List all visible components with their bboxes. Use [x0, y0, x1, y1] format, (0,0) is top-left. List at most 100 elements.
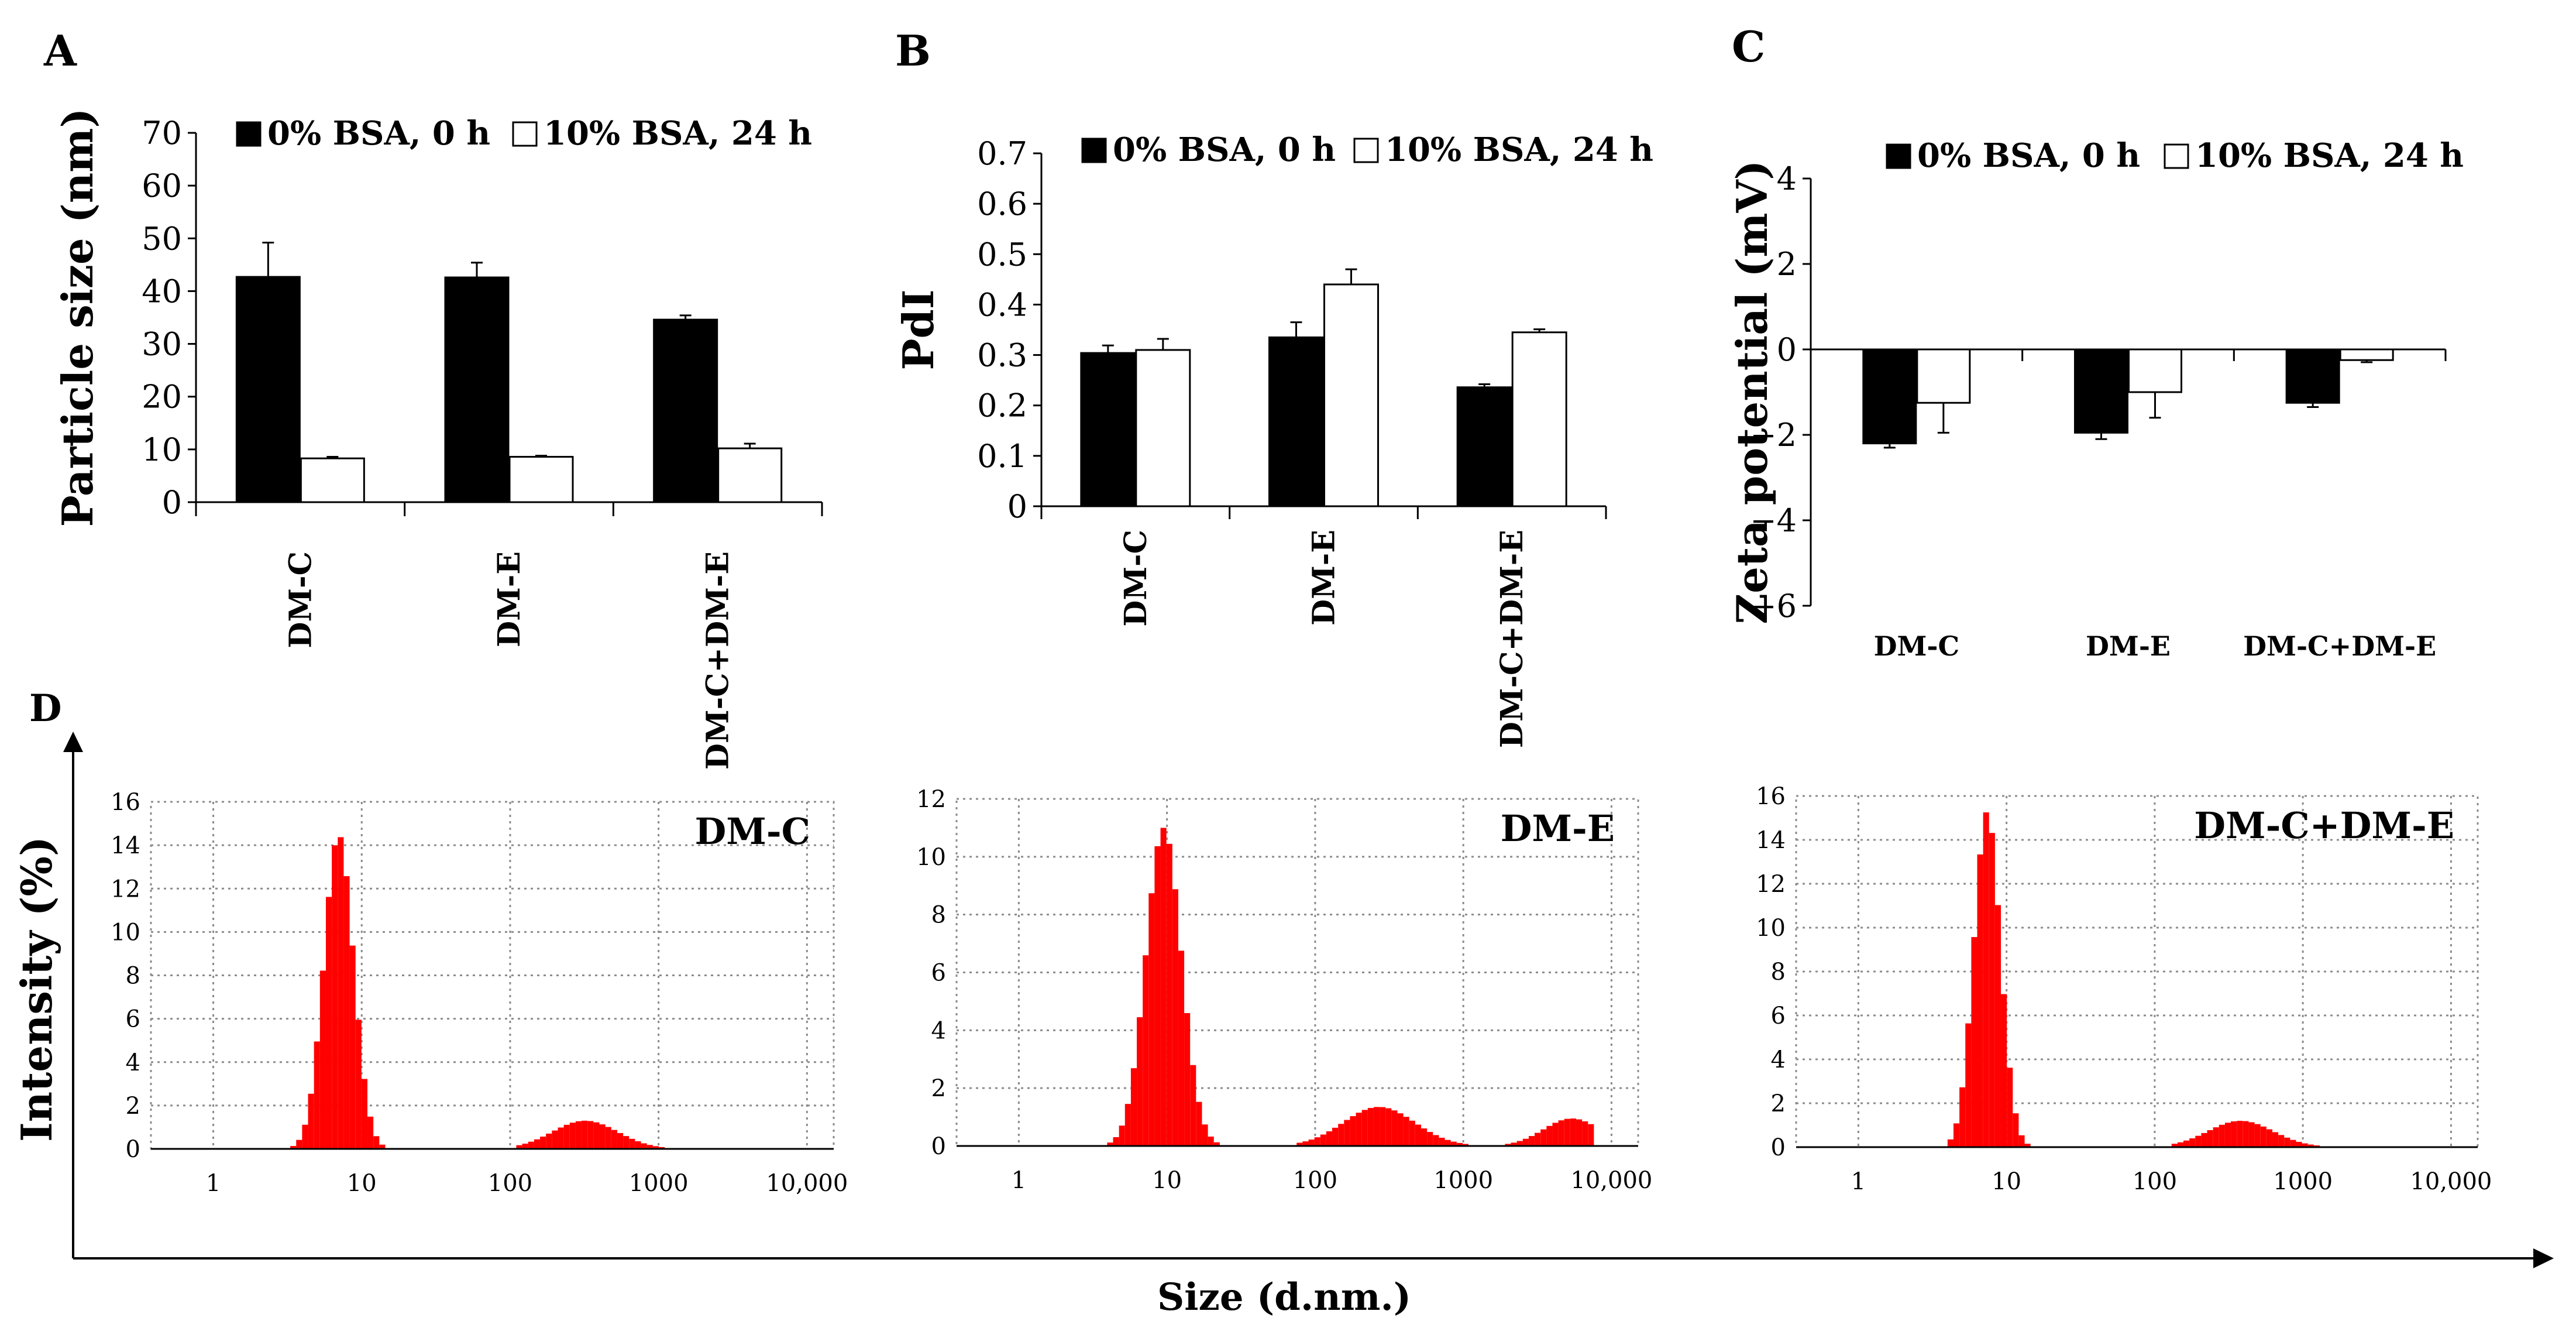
y-tick-label: 2	[1771, 1090, 1786, 1117]
histogram-bin	[641, 1143, 647, 1149]
histogram-bin	[1564, 1118, 1570, 1146]
histogram-bin	[1326, 1131, 1333, 1146]
x-tick-label: 10	[347, 1170, 377, 1197]
y-tick-label: 2	[931, 1075, 946, 1102]
x-tick-label: 100	[2133, 1168, 2177, 1195]
bar-10pct-bsa	[300, 457, 365, 503]
histogram-bin	[1540, 1129, 1547, 1146]
histogram-bin	[1113, 1137, 1119, 1146]
histogram-bin	[1588, 1124, 1594, 1146]
y-tick-label: 4	[931, 1017, 946, 1044]
y-tick-label: 12	[916, 786, 946, 813]
histogram-bin	[516, 1145, 522, 1149]
histogram-bin	[1450, 1141, 1457, 1146]
histogram-bin	[599, 1124, 606, 1149]
histogram-bin	[2007, 1068, 2013, 1147]
y-tick-label: −4	[1750, 502, 1797, 539]
y-tick-label: 20	[142, 379, 182, 416]
y-tick-label: 8	[126, 963, 140, 990]
legend-swatch-black	[1081, 138, 1107, 163]
histogram-bin	[1385, 1108, 1392, 1146]
histogram-bin	[1535, 1132, 1541, 1146]
x-tick-label: 100	[1293, 1167, 1337, 1194]
y-tick-label: 2	[1777, 246, 1797, 283]
histogram-bin	[2278, 1135, 2285, 1147]
x-tick-label: 10,000	[766, 1170, 848, 1197]
x-tick-label: 100	[488, 1170, 532, 1197]
histogram-bin	[617, 1132, 624, 1149]
legend-label: 0% BSA, 0 h	[1917, 136, 2140, 175]
histogram-bin	[296, 1140, 302, 1149]
histogram-bin	[332, 845, 338, 1149]
bar-0pct-bsa	[444, 276, 510, 503]
histogram-bin	[1137, 1017, 1143, 1146]
histogram-bin	[1148, 893, 1155, 1146]
histogram-bin	[1582, 1121, 1588, 1146]
histogram-bin	[325, 897, 332, 1149]
y-axis-arrowhead	[63, 732, 83, 752]
legend-label: 0% BSA, 0 h	[267, 114, 490, 153]
histogram-bin	[2171, 1144, 2178, 1147]
bar-10pct-bsa	[1323, 283, 1379, 507]
histogram-bin	[522, 1144, 528, 1149]
y-tick-label: 8	[931, 902, 946, 929]
bar-0pct-bsa	[1080, 352, 1136, 507]
panel-letter: A	[43, 26, 77, 75]
x-category-label: DM-C+DM-E	[2243, 630, 2436, 662]
histogram-bin	[338, 837, 344, 1149]
y-tick-label: 0	[162, 484, 182, 521]
y-tick-label: 4	[126, 1049, 140, 1076]
histogram-bin	[552, 1130, 558, 1149]
histogram-bin	[1558, 1120, 1564, 1146]
panel-b: B 0 0.1 0.2 0.3 0.4 0.5 0.6 0.7 PdI DM-C DM-E DM-C+D…	[893, 26, 1653, 748]
plot-title: DM-C+DM-E	[2194, 804, 2454, 847]
panel-a: A 0 10 20 30 40 50 60 70 Particle size (nm) DM-C DM…	[43, 26, 823, 770]
histogram-bin	[1296, 1142, 1303, 1146]
plot-frame	[1795, 795, 2479, 1148]
histogram-bin	[2219, 1124, 2225, 1147]
histogram-bin	[1516, 1141, 1523, 1146]
histogram-bin	[1409, 1120, 1415, 1146]
x-category-label: DM-E	[1306, 530, 1342, 626]
bar-10pct-bsa	[1511, 331, 1567, 507]
y-tick-label: 0	[1007, 488, 1027, 525]
legend-label: 10% BSA, 24 h	[2195, 136, 2464, 175]
histogram-bin	[349, 945, 356, 1149]
x-tick-label: 1	[1012, 1167, 1026, 1194]
bar-0pct-bsa	[2285, 348, 2340, 404]
histogram-bin	[1947, 1139, 1954, 1147]
histogram-bin	[1107, 1142, 1113, 1146]
histogram-bin	[563, 1124, 570, 1149]
histogram-bin	[569, 1123, 576, 1149]
x-category-label: DM-C	[283, 551, 318, 648]
y-tick-label: 8	[1771, 959, 1786, 986]
histogram-bin	[2254, 1124, 2261, 1147]
histogram-bin	[1302, 1141, 1309, 1146]
histogram-bin	[373, 1136, 380, 1149]
y-tick-label: −2	[1750, 417, 1797, 454]
y-tick-label: 6	[126, 1006, 140, 1033]
histogram-bin	[1403, 1117, 1409, 1146]
y-tick-label: 50	[142, 220, 182, 257]
histogram-bin	[2284, 1137, 2290, 1147]
histogram-bin	[593, 1122, 600, 1149]
histogram-bin	[1421, 1128, 1428, 1146]
histogram-bin	[623, 1136, 630, 1149]
histogram-bin	[1462, 1144, 1469, 1146]
histogram-bin	[1356, 1113, 1362, 1146]
histogram-bin	[1184, 1013, 1191, 1146]
y-tick-label: 10	[916, 844, 946, 871]
histogram-bin	[2272, 1132, 2279, 1147]
histogram-bin	[1367, 1108, 1374, 1146]
x-tick-label: 1	[1851, 1168, 1866, 1195]
y-tick-label: 0	[931, 1133, 946, 1160]
bar-10pct-bsa	[1135, 349, 1191, 507]
x-category-label: DM-C	[1874, 630, 1960, 662]
x-category-label: DM-E	[2086, 630, 2171, 662]
y-tick-label: 12	[111, 876, 140, 902]
histogram-bin	[575, 1121, 582, 1149]
legend-swatch-white	[2164, 143, 2189, 169]
y-tick-label: 16	[1756, 783, 1786, 810]
histogram-bin	[2237, 1121, 2243, 1147]
